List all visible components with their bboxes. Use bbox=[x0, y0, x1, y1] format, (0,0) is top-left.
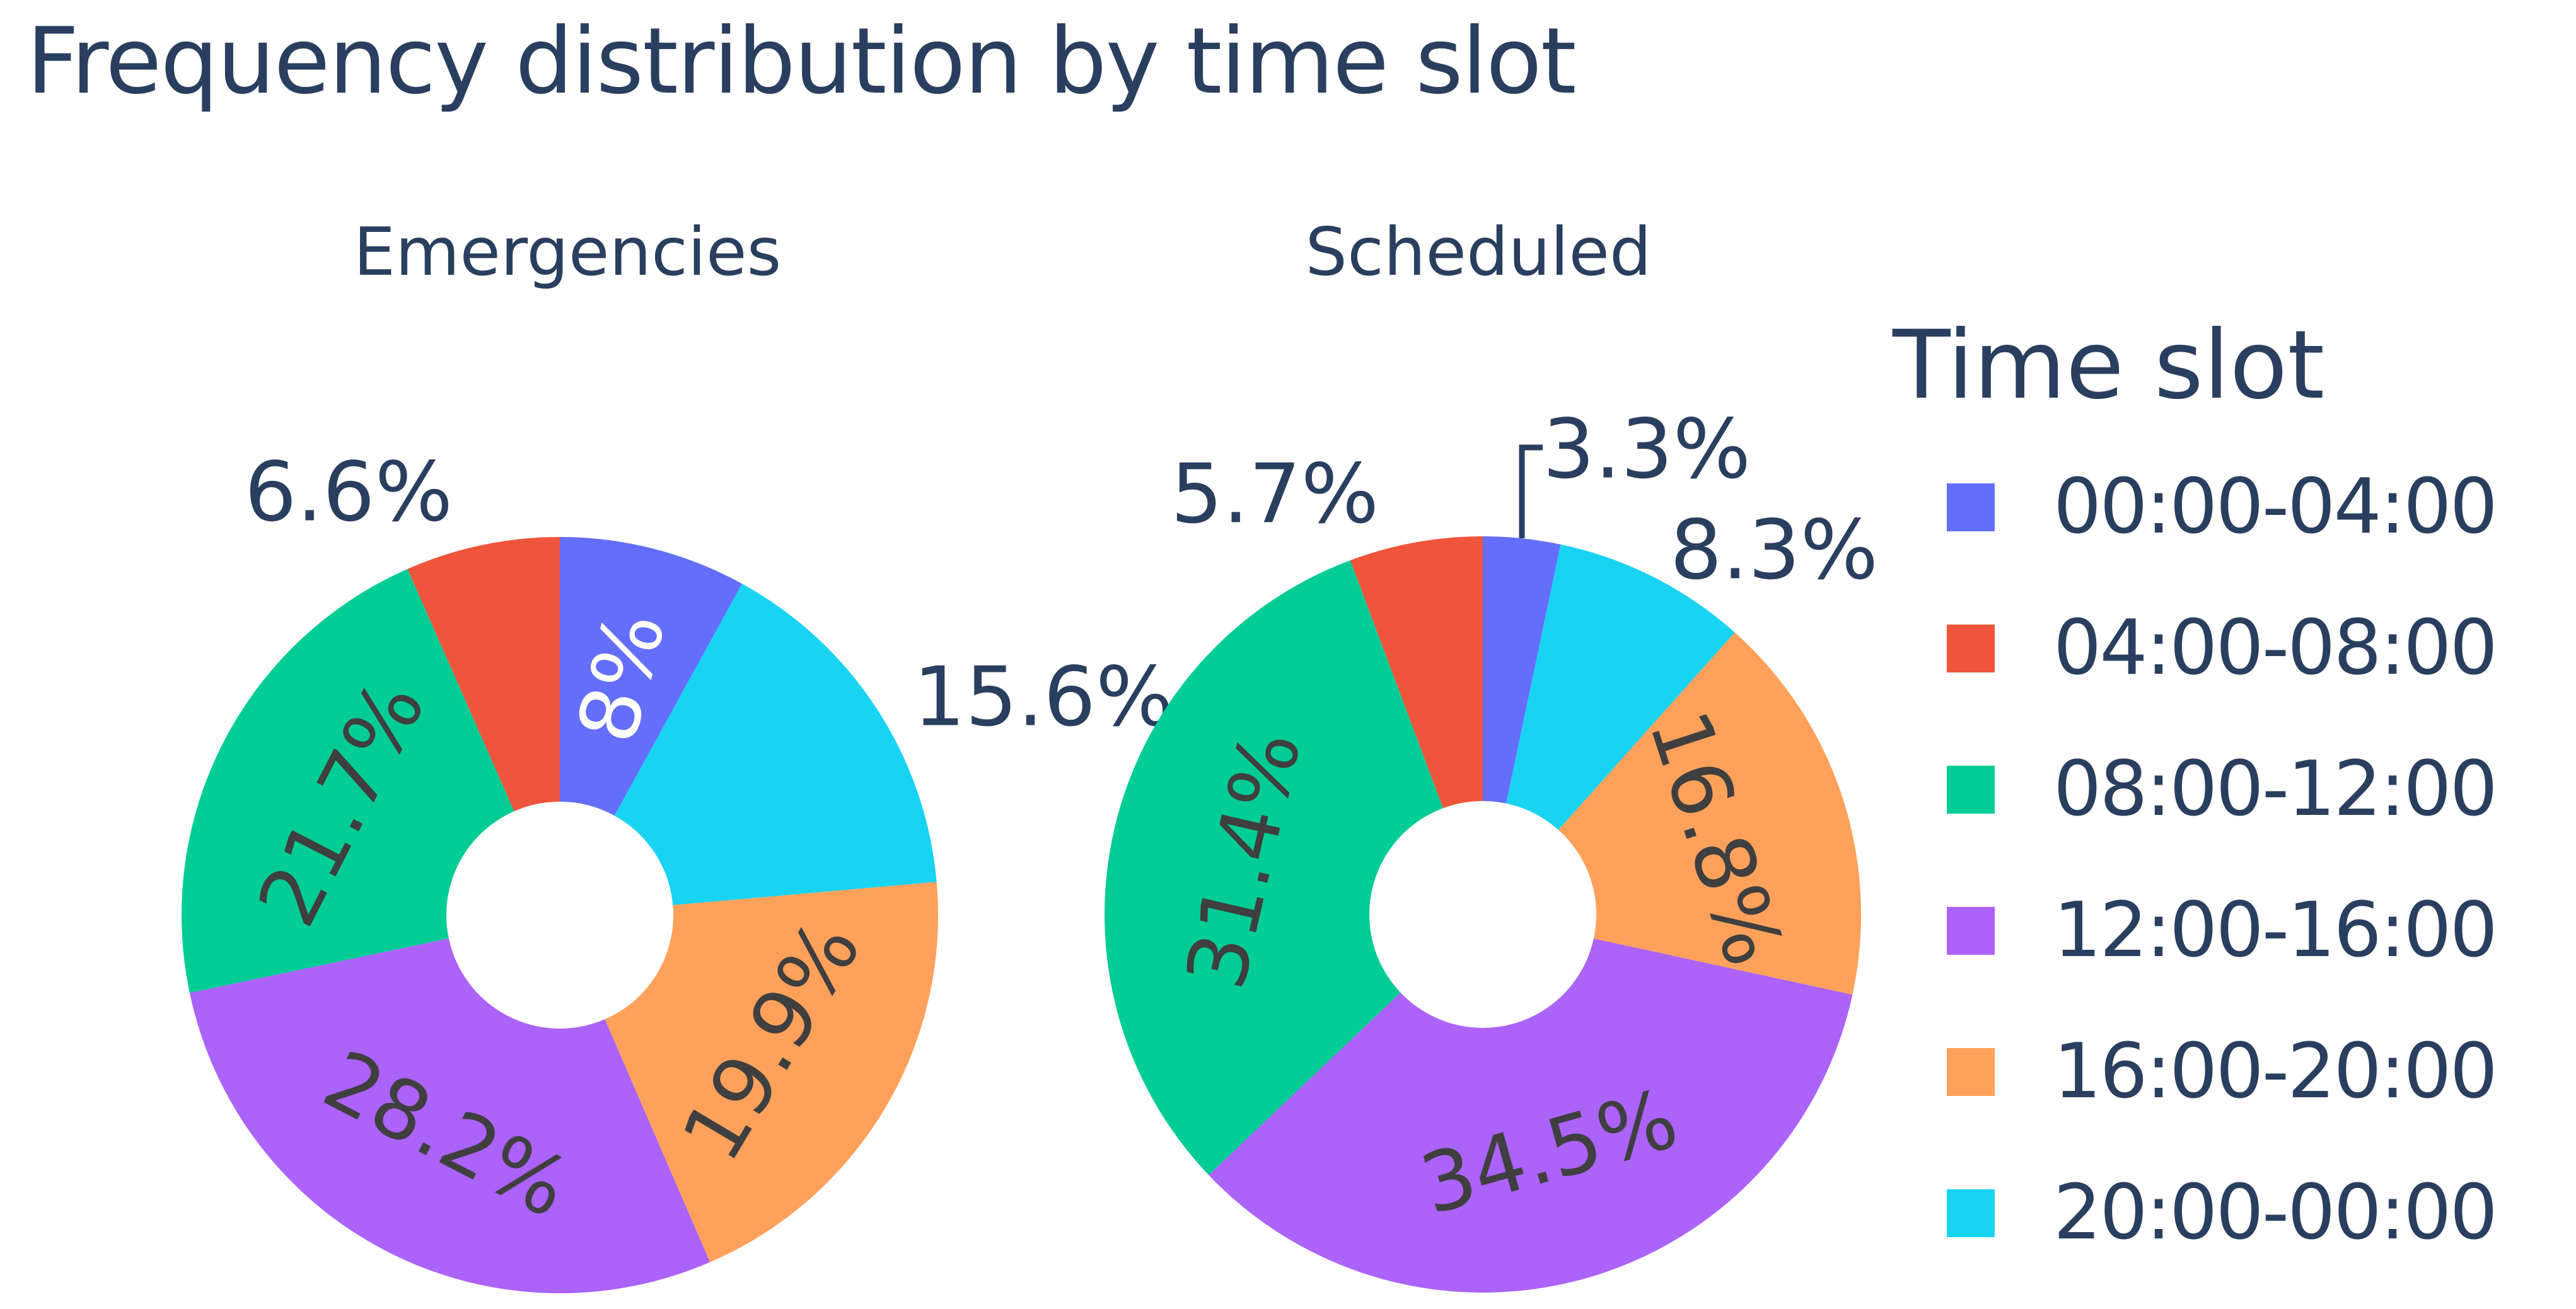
pie-slice-emergencies-1 bbox=[407, 537, 560, 812]
legend-item-5[interactable]: 20:00-00:00 bbox=[1893, 1169, 2498, 1257]
legend-item-label: 12:00-16:00 bbox=[2053, 887, 2498, 974]
legend-swatch-icon bbox=[1947, 1048, 1995, 1096]
legend-swatch-icon bbox=[1947, 625, 1995, 672]
pie-slice-emergencies-3 bbox=[189, 938, 711, 1293]
pie-slice-scheduled-4 bbox=[1558, 632, 1861, 995]
pie-slice-scheduled-1 bbox=[1350, 536, 1483, 809]
pie-slice-scheduled-2 bbox=[1105, 560, 1443, 1175]
legend-item-label: 00:00-04:00 bbox=[2053, 463, 2498, 551]
legend-swatch-icon bbox=[1947, 1189, 1995, 1237]
legend-item-3[interactable]: 12:00-16:00 bbox=[1893, 887, 2498, 974]
legend-item-0[interactable]: 00:00-04:00 bbox=[1893, 463, 2498, 551]
legend-swatch-icon bbox=[1947, 483, 1995, 531]
subplot-title-scheduled: Scheduled bbox=[1305, 214, 1652, 291]
pie-slice-emergencies-2 bbox=[182, 568, 514, 993]
legend-item-4[interactable]: 16:00-20:00 bbox=[1893, 1028, 2498, 1116]
legend-item-label: 16:00-20:00 bbox=[2053, 1028, 2498, 1116]
chart-title: Frequency distribution by time slot bbox=[26, 8, 1577, 115]
legend-item-label: 08:00-12:00 bbox=[2053, 746, 2498, 833]
pie-value-label-emergencies-5: 15.6% bbox=[914, 649, 1174, 745]
legend-rows: 00:00-04:00 04:00-08:00 08:00-12:00 12:00-1… bbox=[1893, 463, 2498, 1257]
pie-value-label-scheduled-5: 8.3% bbox=[1670, 502, 1878, 598]
pie-slice-emergencies-0 bbox=[560, 537, 743, 816]
legend-swatch-icon bbox=[1947, 907, 1995, 955]
legend-swatch-icon bbox=[1947, 766, 1995, 814]
pie-value-label-scheduled-0: 3.3% bbox=[1543, 401, 1751, 497]
legend: Time slot 00:00-04:00 04:00-08:00 08:00-12… bbox=[1893, 311, 2498, 1257]
legend-item-label: 20:00-00:00 bbox=[2053, 1169, 2498, 1257]
subplot-title-emergencies: Emergencies bbox=[353, 214, 782, 291]
label-leader-line-scheduled-0 bbox=[1519, 444, 1543, 538]
pie-slice-scheduled-3 bbox=[1209, 938, 1853, 1293]
pie-slice-emergencies-5 bbox=[614, 584, 937, 906]
pie-slice-scheduled-5 bbox=[1506, 544, 1735, 830]
pie-value-label-scheduled-1: 5.7% bbox=[1171, 446, 1379, 542]
pie-slice-scheduled-0 bbox=[1483, 536, 1561, 804]
legend-item-1[interactable]: 04:00-08:00 bbox=[1893, 604, 2498, 692]
pie-value-label-emergencies-1: 6.6% bbox=[245, 444, 453, 540]
legend-item-2[interactable]: 08:00-12:00 bbox=[1893, 746, 2498, 833]
pie-slice-emergencies-4 bbox=[605, 882, 938, 1262]
legend-title: Time slot bbox=[1893, 311, 2325, 420]
legend-item-label: 04:00-08:00 bbox=[2053, 604, 2498, 692]
